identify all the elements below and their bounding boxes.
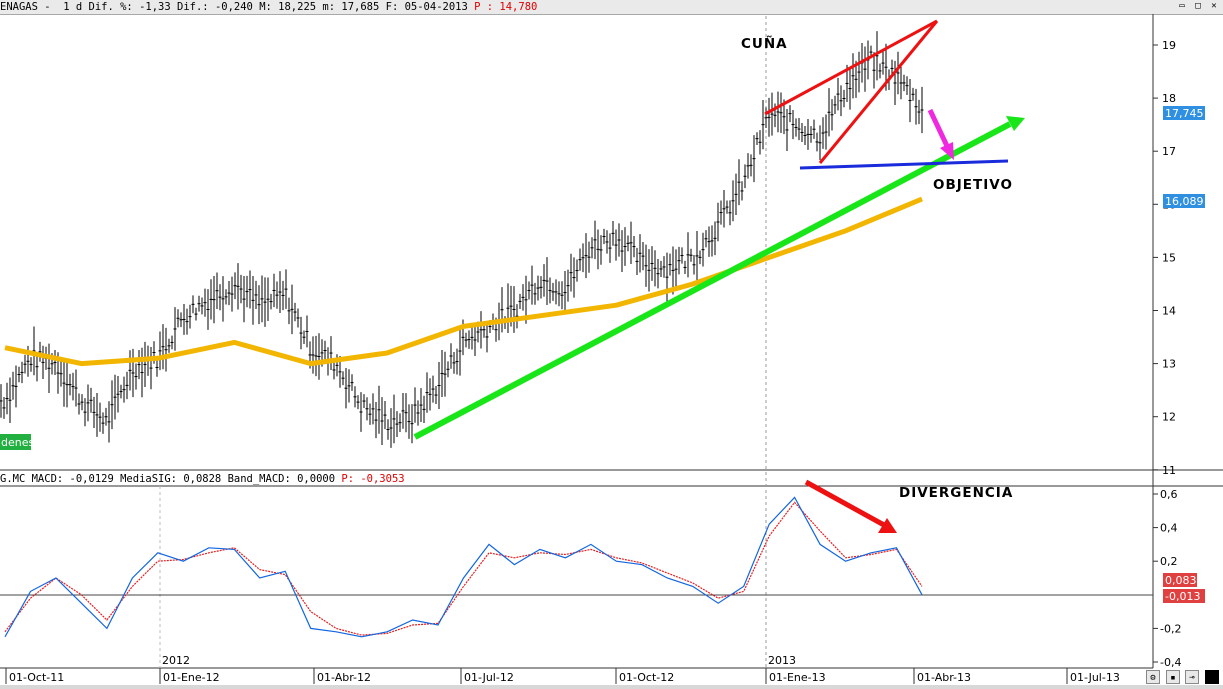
signal-line xyxy=(4,501,923,636)
macd-tick-label: -0,2 xyxy=(1160,622,1181,635)
last-price-badge-text: 17,745 xyxy=(1165,107,1204,120)
support-trendline xyxy=(413,121,1012,440)
date-axis: 01-Oct-11 01-Ene-12 01-Abr-12 01-Jul-12 01-O… xyxy=(5,654,1120,684)
divergence-arrowhead xyxy=(878,518,897,533)
macd-tick-label: 0,6 xyxy=(1160,488,1178,501)
price-tick-label: 12 xyxy=(1162,411,1176,424)
close-icon[interactable]: ✕ xyxy=(1211,1,1217,11)
tool-icon[interactable]: ⚙ xyxy=(1146,670,1160,684)
macd-tick-label: -0,4 xyxy=(1160,656,1181,669)
target-label: OBJETIVO xyxy=(933,177,1013,193)
date-tick-label: 01-Abr-12 xyxy=(317,671,371,684)
wedge-lower-line xyxy=(818,20,939,164)
side-badge xyxy=(0,434,31,450)
minimize-icon[interactable]: ▭ xyxy=(1179,1,1185,11)
target-arrowhead xyxy=(940,142,954,160)
moving-average xyxy=(4,196,923,367)
year-label: 2013 xyxy=(768,654,796,667)
last-price: P : 14,780 xyxy=(474,1,538,13)
macd-axis: 0,6 0,4 0,2 -0,2 -0,4 xyxy=(1153,488,1181,669)
last-price-badge xyxy=(1163,106,1205,120)
macd-price: P: -0,3053 xyxy=(341,473,405,485)
divergence-arrow xyxy=(804,479,886,528)
target-line xyxy=(799,159,1009,170)
divergence-label: DIVERGENCIA xyxy=(899,485,1013,501)
quote-info: 1 d Dif. %: -1,33 Dif.: -0,240 M: 18,225… xyxy=(50,1,475,13)
status-strip xyxy=(0,685,1223,689)
date-tick-label: 01-Abr-13 xyxy=(917,671,971,684)
date-tick-label: 01-Oct-11 xyxy=(9,671,64,684)
price-axis: 191817161514131211 xyxy=(1153,39,1176,477)
macd-badge xyxy=(1163,589,1205,603)
quote-header: ENAGAS - 1 d Dif. %: -1,33 Dif.: -0,240 … xyxy=(0,0,1223,15)
macd-line xyxy=(4,496,923,638)
macd-badge-text: -0,013 xyxy=(1165,590,1200,603)
color-icon[interactable] xyxy=(1205,670,1219,684)
price-tick-label: 18 xyxy=(1162,92,1176,105)
price-tick-label: 13 xyxy=(1162,358,1176,371)
price-tick-label: 19 xyxy=(1162,39,1176,52)
side-badge-text: denes xyxy=(1,436,34,449)
ma-line xyxy=(4,196,923,367)
maximize-icon[interactable]: □ xyxy=(1195,1,1201,11)
date-tick-label: 01-Ene-13 xyxy=(769,671,826,684)
price-tick-label: 17 xyxy=(1162,145,1176,158)
ticker-label: ENAGAS - xyxy=(0,1,51,13)
ma-badge-text: 16,089 xyxy=(1165,195,1204,208)
macd-tick-label: 0,2 xyxy=(1160,555,1178,568)
macd-lines xyxy=(4,496,923,638)
date-tick-label: 01-Oct-12 xyxy=(619,671,674,684)
macd-tick-label: 0,4 xyxy=(1160,522,1178,535)
pin-icon[interactable]: ⊸ xyxy=(1185,670,1199,684)
ohlc-bars xyxy=(0,31,924,448)
save-icon[interactable]: ▪ xyxy=(1166,670,1180,684)
signal-badge xyxy=(1163,573,1197,587)
wedge-label: CUÑA xyxy=(741,35,788,52)
price-tick-label: 15 xyxy=(1162,251,1176,264)
price-tick-label: 14 xyxy=(1162,305,1176,318)
macd-header: G.MC MACD: -0,0129 MediaSIG: 0,0828 Band… xyxy=(0,473,1150,485)
signal-badge-text: 0,083 xyxy=(1165,574,1197,587)
trendline-arrowhead xyxy=(1006,116,1025,131)
target-arrow xyxy=(927,108,950,148)
ma-badge xyxy=(1163,194,1205,208)
date-tick-label: 01-Jul-13 xyxy=(1070,671,1120,684)
date-tick-label: 01-Jul-12 xyxy=(464,671,514,684)
wedge-upper-line xyxy=(764,19,938,116)
date-tick-label: 01-Ene-12 xyxy=(163,671,220,684)
price-tick-label: 11 xyxy=(1162,464,1176,477)
macd-info: G.MC MACD: -0,0129 MediaSIG: 0,0828 Band… xyxy=(0,473,342,485)
year-label: 2012 xyxy=(162,654,190,667)
